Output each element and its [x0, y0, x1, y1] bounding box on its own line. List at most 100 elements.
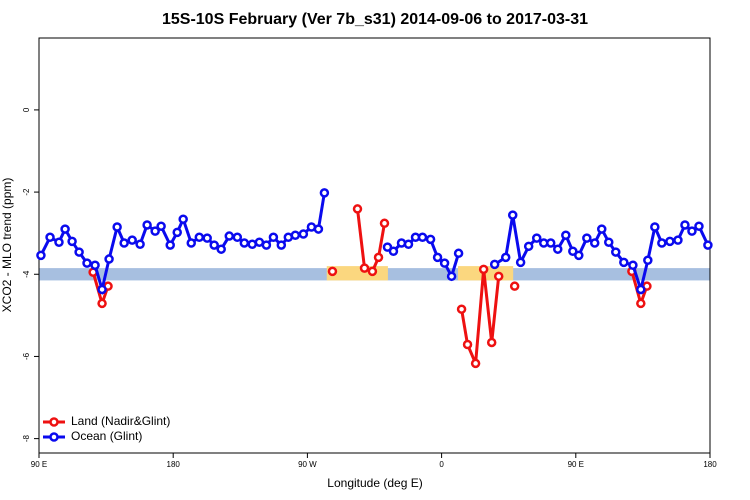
- point: [290, 230, 301, 240]
- point: [432, 252, 443, 263]
- point: [313, 224, 324, 234]
- point: [439, 258, 450, 268]
- point: [680, 220, 690, 230]
- point: [97, 284, 107, 295]
- point: [619, 257, 629, 268]
- point: [636, 284, 646, 295]
- point: [694, 221, 704, 231]
- point: [657, 238, 667, 248]
- point: [373, 252, 384, 263]
- point: [127, 235, 137, 245]
- point: [553, 244, 563, 254]
- y-tick-label: 0: [22, 107, 31, 112]
- chart-title: 15S-10S February (Ver 7b_s31) 2014-09-06…: [162, 11, 588, 28]
- point: [636, 298, 646, 309]
- point: [574, 250, 584, 261]
- point: [643, 255, 653, 266]
- x-tick-label: 180: [703, 460, 717, 469]
- y-tick-label: -8: [22, 435, 31, 443]
- y-tick-label: -6: [22, 352, 31, 360]
- point: [216, 244, 226, 254]
- point: [596, 224, 607, 234]
- point: [104, 254, 114, 264]
- point: [379, 218, 390, 229]
- point: [507, 210, 518, 220]
- legend-marker: [49, 432, 59, 442]
- point: [367, 266, 378, 277]
- point: [650, 222, 660, 232]
- point: [462, 339, 473, 350]
- point: [515, 257, 526, 268]
- point: [268, 232, 279, 243]
- point: [135, 239, 145, 250]
- point: [261, 240, 272, 250]
- point: [561, 230, 571, 240]
- point: [604, 237, 614, 247]
- x-axis-label: Longitude (deg E): [327, 476, 422, 490]
- point: [298, 229, 309, 239]
- point: [67, 236, 77, 247]
- x-tick-label: 90 W: [298, 460, 317, 469]
- point: [224, 231, 235, 241]
- point: [388, 246, 399, 257]
- point: [403, 239, 414, 250]
- point: [470, 358, 481, 369]
- point: [74, 247, 84, 257]
- y-axis-label: XCO2 - MLO trend (ppm): [0, 178, 14, 313]
- point: [276, 240, 287, 250]
- point: [60, 224, 70, 234]
- point: [142, 220, 152, 230]
- point: [446, 271, 457, 282]
- point: [119, 238, 129, 248]
- point: [582, 233, 592, 243]
- point: [36, 250, 46, 261]
- point: [327, 266, 338, 277]
- point: [90, 260, 100, 270]
- legend-label: Land (Nadir&Glint): [71, 414, 170, 428]
- point: [486, 337, 497, 348]
- point: [478, 264, 489, 275]
- x-tick-label: 90 E: [568, 460, 584, 469]
- x-tick-label: 180: [167, 460, 181, 469]
- x-tick-label: 90 E: [31, 460, 47, 469]
- point: [628, 260, 638, 270]
- x-tick-label: 0: [439, 460, 444, 469]
- point: [500, 252, 511, 263]
- point: [178, 214, 188, 224]
- point: [509, 281, 520, 291]
- point: [239, 238, 250, 248]
- point: [352, 204, 363, 214]
- point: [665, 236, 675, 247]
- point: [589, 238, 600, 248]
- point: [456, 304, 467, 314]
- point: [493, 271, 504, 282]
- point: [165, 240, 175, 250]
- point: [523, 241, 534, 252]
- point: [232, 232, 243, 243]
- point: [425, 234, 436, 245]
- point: [382, 242, 393, 252]
- legend-marker: [49, 417, 59, 427]
- point: [156, 221, 166, 231]
- y-tick-label: -4: [22, 270, 31, 278]
- point: [97, 298, 107, 309]
- point: [545, 238, 556, 248]
- point: [673, 235, 683, 245]
- point: [209, 240, 219, 250]
- point: [82, 258, 92, 268]
- point: [45, 232, 55, 243]
- point: [453, 248, 464, 259]
- point: [150, 226, 160, 236]
- y-tick-label: -2: [22, 188, 31, 196]
- point: [319, 188, 330, 198]
- legend-label: Ocean (Glint): [71, 429, 142, 443]
- point: [611, 247, 621, 257]
- point: [202, 233, 212, 243]
- point: [417, 232, 428, 243]
- point: [568, 246, 578, 257]
- point: [703, 240, 713, 250]
- point: [489, 259, 500, 270]
- point: [186, 238, 196, 248]
